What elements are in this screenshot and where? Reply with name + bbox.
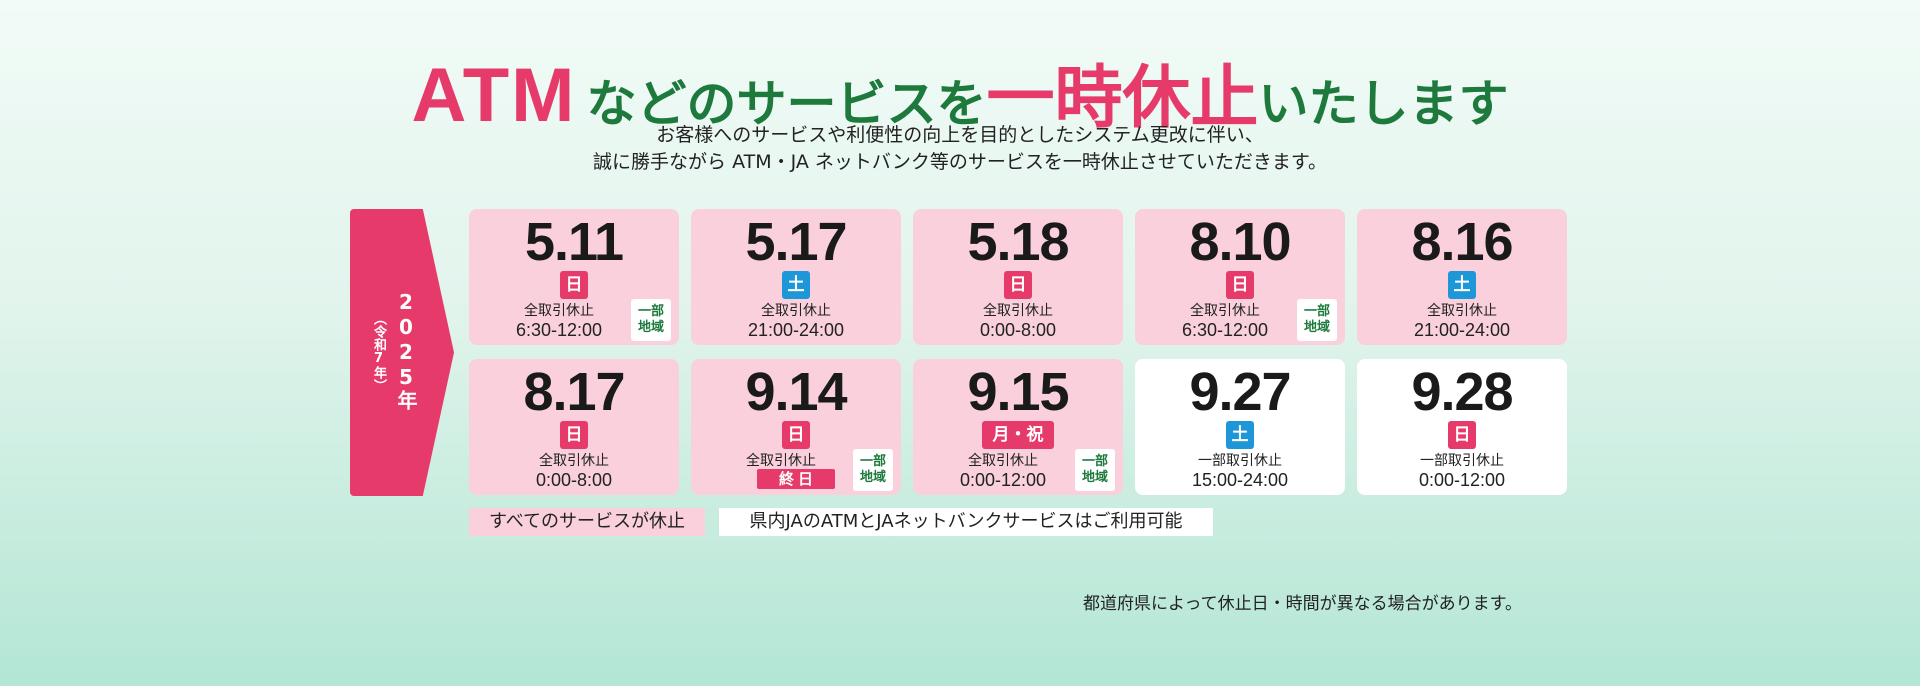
schedule-time: 21:00-24:00 [747, 320, 845, 340]
schedule-region-badge: 一部 地域 [1297, 299, 1337, 341]
schedule-day-badge: 月・祝 [982, 421, 1054, 449]
schedule-region-badge: 一部 地域 [1075, 449, 1115, 491]
schedule-region-badge: 一部 地域 [853, 449, 893, 491]
schedule-cell: 5.11 日全取引休止 6:30-12:00 一部 地域 [469, 209, 679, 345]
schedule-date: 5.17 [745, 212, 847, 272]
description-line-2: 誠に勝手ながら ATM・JA ネットバンク等のサービスを一時休止させていただきま… [593, 151, 1327, 173]
schedule-date: 8.17 [523, 362, 625, 422]
schedule-date: 8.16 [1411, 212, 1513, 272]
schedule-region-text: 一部 [1303, 304, 1330, 319]
schedule-suspension-type: 全取引休止 [1427, 303, 1497, 319]
headline: ATM などのサービスを一時休止いたします [0, 58, 1920, 134]
schedule-date: 5.18 [967, 212, 1069, 272]
schedule-time: 6:30-12:00 [515, 320, 603, 340]
schedule-region-text: 地域 [859, 470, 886, 485]
year-era: （令和7年） [371, 312, 386, 392]
schedule-day-badge: 日 [560, 271, 588, 299]
schedule-date: 9.15 [967, 362, 1069, 422]
schedule-time: 6:30-12:00 [1181, 320, 1269, 340]
legend-partial-suspended: 県内JAのATMとJAネットバンクサービスはご利用可能 [719, 508, 1213, 536]
headline-part1: などのサービスを [586, 75, 987, 133]
schedule-day-badge: 日 [1448, 421, 1476, 449]
schedule-cell: 5.18 日全取引休止 0:00-8:00 [913, 209, 1123, 345]
schedule-cell: 9.15 月・祝全取引休止 0:00-12:00 一部 地域 [913, 359, 1123, 495]
schedule-day-badge: 土 [1226, 421, 1254, 449]
schedule-region-text: 地域 [1303, 320, 1330, 335]
legend-all-suspended: すべてのサービスが休止 [469, 508, 705, 536]
schedule-suspension-type: 一部取引休止 [1198, 453, 1282, 469]
schedule-suspension-type: 全取引休止 [524, 303, 594, 319]
schedule-cell: 8.10 日全取引休止 6:30-12:00 一部 地域 [1135, 209, 1345, 345]
schedule-date: 9.14 [745, 362, 847, 422]
schedule-region-text: 一部 [637, 304, 664, 319]
schedule-date: 9.28 [1411, 362, 1513, 422]
description-line-1: お客様へのサービスや利便性の向上を目的としたシステム更改に伴い、 [656, 124, 1264, 146]
schedule-cell: 5.17 土全取引休止 21:00-24:00 [691, 209, 901, 345]
schedule-suspension-type: 全取引休止 [539, 453, 609, 469]
headline-atm: ATM [411, 53, 577, 138]
description: お客様へのサービスや利便性の向上を目的としたシステム更改に伴い、 誠に勝手ながら… [0, 122, 1920, 176]
schedule-suspension-type: 全取引休止 [1190, 303, 1260, 319]
schedule-cell: 8.16 土全取引休止 21:00-24:00 [1357, 209, 1567, 345]
schedule-date: 5.11 [524, 212, 624, 272]
schedule-cell: 9.28 日一部取引休止 0:00-12:00 [1357, 359, 1567, 495]
schedule-time: 0:00-8:00 [979, 320, 1057, 340]
schedule-region-badge: 一部 地域 [631, 299, 671, 341]
headline-emphasis: 一時休止 [986, 59, 1259, 138]
headline-part2: いたします [1258, 75, 1509, 133]
schedule-time: 0:00-12:00 [1418, 470, 1506, 490]
year-main: 2025年 [394, 290, 418, 411]
schedule-time: 0:00-12:00 [959, 470, 1047, 490]
schedule-day-badge: 日 [1004, 271, 1032, 299]
schedule-cell: 9.14 日全取引休止 終日 一部 地域 [691, 359, 901, 495]
schedule-day-badge: 土 [1448, 271, 1476, 299]
schedule-day-badge: 日 [560, 421, 588, 449]
schedule-region-text: 地域 [1081, 470, 1108, 485]
schedule-day-badge: 日 [1226, 271, 1254, 299]
schedule-grid: 5.11 日全取引休止 6:30-12:00 一部 地域 5.17 土全取引休止 21:00-… [469, 209, 1567, 495]
schedule-suspension-type: 全取引休止 [761, 303, 831, 319]
schedule-date: 9.27 [1189, 362, 1291, 422]
schedule-day-badge: 土 [782, 271, 810, 299]
schedule-suspension-type: 全取引休止 [968, 453, 1038, 469]
schedule-day-badge: 日 [782, 421, 810, 449]
schedule-region-text: 一部 [859, 454, 886, 469]
schedule-time: 15:00-24:00 [1191, 470, 1289, 490]
schedule-suspension-type: 全取引休止 [746, 453, 816, 469]
schedule-region-text: 一部 [1081, 454, 1108, 469]
schedule-time: 21:00-24:00 [1413, 320, 1511, 340]
schedule-suspension-type: 全取引休止 [983, 303, 1053, 319]
schedule-date: 8.10 [1189, 212, 1291, 272]
schedule-cell: 9.27 土一部取引休止 15:00-24:00 [1135, 359, 1345, 495]
footnote: 都道府県によって休止日・時間が異なる場合があります。 [1083, 594, 1522, 614]
schedule-suspension-type: 一部取引休止 [1420, 453, 1504, 469]
schedule-time: 0:00-8:00 [535, 470, 613, 490]
schedule-allday-badge: 終日 [757, 469, 835, 489]
schedule-cell: 8.17 日全取引休止 0:00-8:00 [469, 359, 679, 495]
schedule-region-text: 地域 [637, 320, 664, 335]
year-label: 2025年 （令和7年） [350, 290, 440, 420]
